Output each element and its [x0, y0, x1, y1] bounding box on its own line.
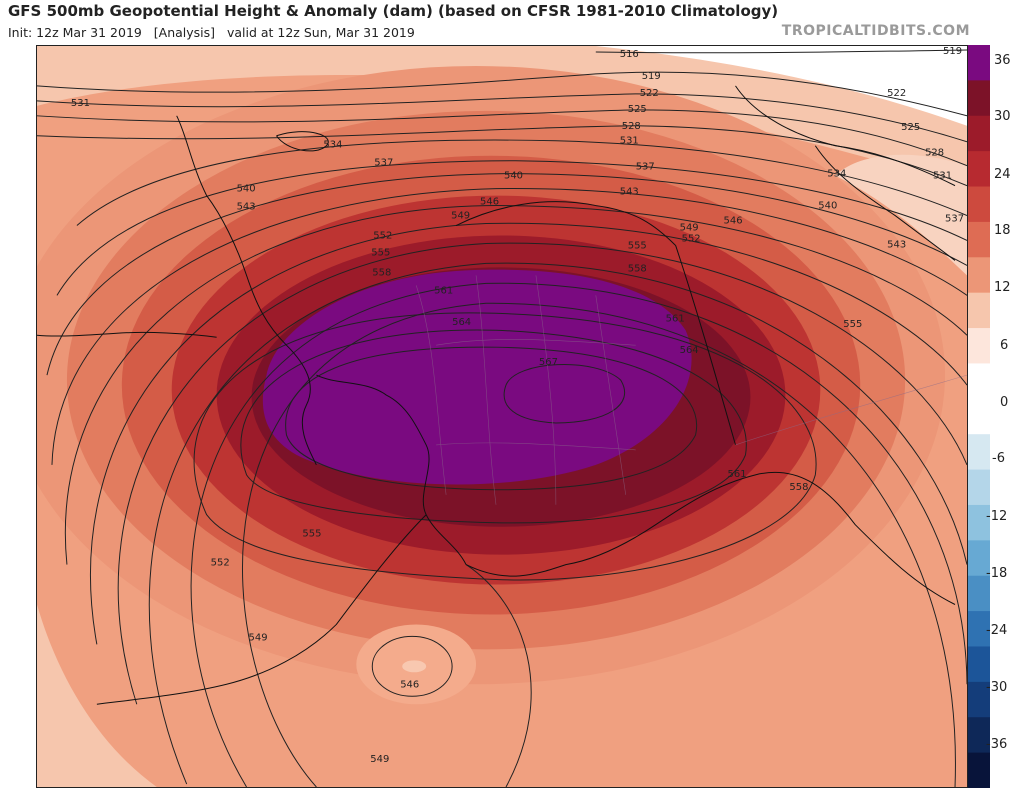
brand-watermark: TROPICALTIDBITS.COM [781, 23, 970, 39]
contour-label: 564 [452, 317, 471, 328]
contour-label: 543 [620, 187, 639, 198]
contour-label: 546 [400, 679, 419, 690]
colorbar-labels: 36 30 24 18 12 6 0 -6 -12 -18 -24 -30 -3… [986, 53, 1011, 752]
colorbar-label: 36 [994, 53, 1011, 68]
contour-label: 555 [843, 319, 862, 330]
colorbar-label: -6 [992, 451, 1005, 466]
contour-label: 555 [371, 247, 390, 258]
colorbar-label: 30 [994, 109, 1011, 124]
contour-label: 549 [680, 223, 699, 234]
contour-label: 528 [622, 121, 641, 132]
colorbar-swatch [968, 80, 990, 117]
colorbar-label: -36 [986, 737, 1007, 752]
colorbar-label: 24 [994, 167, 1011, 182]
colorbar-blocks [968, 45, 990, 788]
colorbar-swatch [968, 151, 990, 188]
contour-label: 558 [628, 263, 647, 274]
contour-label-group: 516 519 519 522 522 525 525 528 528 531 … [71, 46, 964, 765]
contour-label: 558 [372, 267, 391, 278]
contour-label: 558 [789, 482, 808, 493]
contour-label: 534 [827, 169, 846, 180]
contour-label: 555 [302, 529, 321, 540]
contour-label: 546 [480, 197, 499, 208]
borders [415, 275, 967, 505]
colorbar-swatch [968, 221, 990, 258]
contour-label: 534 [323, 140, 342, 151]
colorbar-swatch [968, 681, 990, 718]
colorbar-label: 0 [1000, 395, 1008, 410]
colorbar-swatch [968, 398, 990, 435]
colorbar-swatch [968, 752, 990, 788]
contour-label: 531 [933, 171, 952, 182]
contour-label: 561 [728, 469, 747, 480]
contour-label: 519 [642, 71, 661, 82]
map-panel: 516 519 519 522 522 525 525 528 528 531 … [36, 45, 968, 788]
colorbar-swatch [968, 45, 990, 81]
anomaly-white-top [595, 46, 967, 126]
contour-label: 525 [901, 122, 920, 133]
contour-label: 552 [211, 558, 230, 569]
contour-label: 537 [374, 158, 393, 169]
colorbar: 36 30 24 18 12 6 0 -6 -12 -18 -24 -30 -3… [968, 45, 1011, 788]
colorbar-swatch [968, 115, 990, 152]
anomaly-light-right [835, 154, 967, 276]
colorbar-swatch [968, 434, 990, 471]
contour-label: 561 [666, 313, 685, 324]
colorbar-swatch [968, 646, 990, 683]
chart-subtitle: Init: 12z Mar 31 2019 [Analysis] valid a… [8, 25, 415, 40]
colorbar-swatch [968, 469, 990, 506]
anomaly-36 [262, 269, 692, 485]
contour-label: 537 [636, 162, 655, 173]
contour-label: 528 [925, 148, 944, 159]
contour-label: 525 [628, 104, 647, 115]
contour-label: 549 [370, 754, 389, 765]
contour-label: 522 [887, 88, 906, 99]
colorbar-swatch [968, 717, 990, 754]
coastlines [37, 85, 956, 705]
contour-label: 522 [640, 88, 659, 99]
colorbar-swatch [968, 504, 990, 541]
contour-label: 540 [818, 201, 837, 212]
contour-label: 540 [237, 184, 256, 195]
colorbar-swatch [968, 328, 990, 364]
contour-label: 549 [249, 632, 268, 643]
contour-label: 552 [682, 233, 701, 244]
colorbar-swatch [968, 540, 990, 577]
contour-label: 552 [373, 230, 392, 241]
contour-label: 543 [887, 239, 906, 250]
colorbar-swatch [968, 611, 990, 647]
contour-label: 546 [724, 216, 743, 227]
colorbar-swatch [968, 186, 990, 223]
contour-label: 531 [71, 98, 90, 109]
colorbar-label: -30 [986, 680, 1007, 695]
contour-label: 561 [434, 285, 453, 296]
colorbar-label: -24 [986, 623, 1007, 638]
anomaly-light-top [37, 46, 967, 186]
chart-title: GFS 500mb Geopotential Height & Anomaly … [8, 2, 779, 20]
contour-label: 567 [539, 357, 558, 368]
contour-label: 555 [628, 240, 647, 251]
contour-label: 549 [451, 211, 470, 222]
contour-label: 519 [943, 46, 962, 57]
colorbar-swatch [968, 292, 990, 329]
contour-label: 543 [237, 202, 256, 213]
anomaly-low-sw-inner [402, 660, 427, 673]
anomaly-light-bottomleft [37, 604, 157, 787]
colorbar-label: 18 [994, 223, 1011, 238]
contour-label: 540 [504, 171, 523, 182]
contour-label: 564 [680, 345, 699, 356]
colorbar-swatch [968, 257, 990, 294]
colorbar-label: 6 [1000, 338, 1008, 353]
contour-label: 537 [945, 214, 964, 225]
contour-label: 531 [620, 136, 639, 147]
colorbar-swatch [968, 363, 990, 400]
colorbar-label: 12 [994, 280, 1011, 295]
colorbar-label: -12 [986, 509, 1007, 524]
colorbar-label: -18 [986, 566, 1007, 581]
contour-label: 516 [620, 49, 639, 60]
colorbar-swatch [968, 575, 990, 612]
